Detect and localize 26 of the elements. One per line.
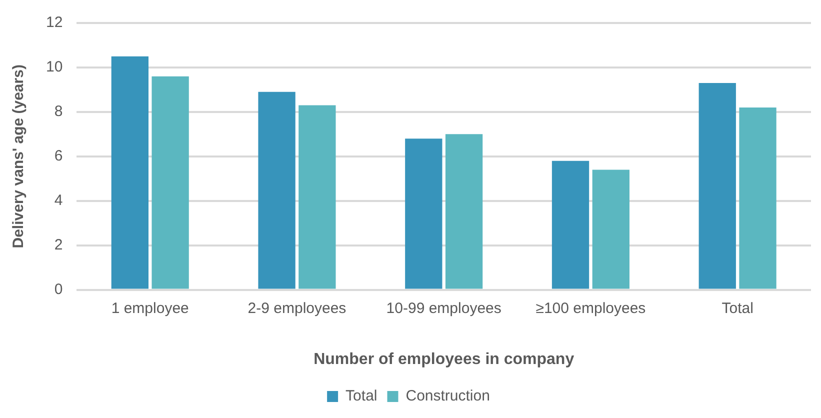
x-tick-label: 10-99 employees (386, 300, 502, 317)
bar (698, 83, 736, 289)
bar (739, 107, 776, 289)
y-tick-label: 4 (54, 192, 63, 210)
y-tick-label: 2 (54, 236, 63, 254)
y-tick-label: 12 (46, 14, 63, 32)
bar (258, 92, 296, 289)
x-axis-title: Number of employees in company (314, 350, 574, 368)
legend-label: Construction (406, 388, 490, 405)
y-tick-label: 10 (46, 58, 63, 76)
bar (445, 134, 483, 289)
y-axis-title: Delivery vans' age (years) (10, 64, 28, 248)
bar (552, 160, 590, 289)
y-tick-label: 0 (54, 280, 63, 298)
legend-label: Total (346, 388, 378, 405)
x-tick-label: ≥100 employees (536, 300, 646, 317)
x-tick-label: 1 employee (111, 300, 189, 317)
bar (592, 170, 630, 289)
y-tick-label: 8 (54, 103, 63, 120)
bar (405, 138, 442, 289)
x-tick-label: Total (722, 300, 754, 317)
bar (298, 105, 336, 289)
x-tick-label: 2-9 employees (248, 300, 346, 317)
bar (111, 56, 148, 289)
bar (152, 76, 189, 289)
y-tick-label: 6 (54, 148, 63, 165)
